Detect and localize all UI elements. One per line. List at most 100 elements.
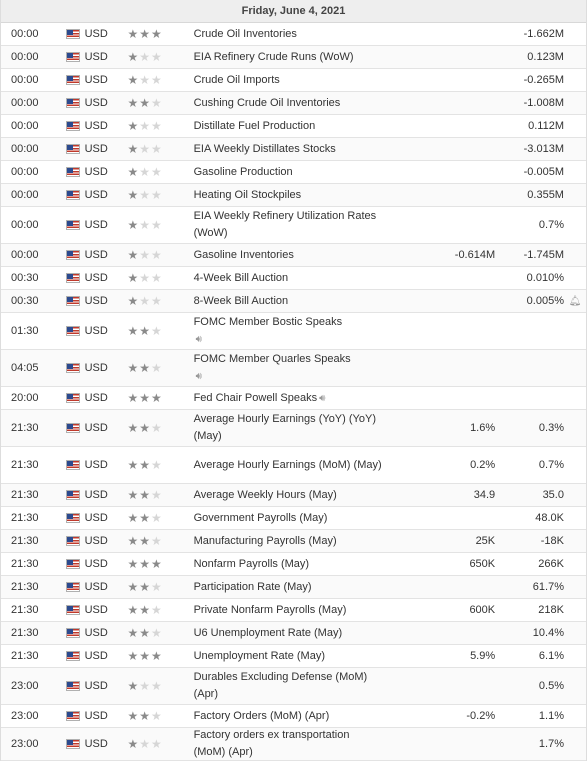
calendar-row[interactable]: 04:05 USD ★★★ FOMC Member Quarles Speaks 🔊︎: [1, 350, 586, 387]
bell-icon[interactable]: 🔔︎: [568, 295, 582, 307]
event-cell[interactable]: Unemployment Rate (May): [194, 648, 389, 665]
calendar-row[interactable]: 21:30 USD ★★★ Manufacturing Payrolls (May) 2…: [1, 530, 586, 553]
event-cell[interactable]: EIA Refinery Crude Runs (WoW): [194, 49, 389, 66]
event-name[interactable]: Factory Orders (MoM) (Apr): [193, 709, 330, 722]
importance-rating: ★★★: [119, 709, 193, 723]
event-cell[interactable]: Gasoline Inventories: [194, 247, 389, 264]
calendar-row[interactable]: 21:30 USD ★★★ U6 Unemployment Rate (May) 10.…: [1, 622, 586, 645]
calendar-row[interactable]: 00:00 USD ★★★ EIA Refinery Crude Runs (WoW)…: [1, 46, 586, 69]
event-name[interactable]: Crude Oil Imports: [193, 73, 280, 86]
event-cell[interactable]: Participation Rate (May): [194, 579, 389, 596]
event-cell[interactable]: Gasoline Production: [194, 164, 389, 181]
event-name[interactable]: EIA Weekly Distillates Stocks: [193, 142, 336, 155]
us-flag-icon: [66, 121, 81, 132]
event-name[interactable]: 8-Week Bill Auction: [193, 294, 289, 307]
star-icon: ★: [139, 294, 151, 308]
calendar-row[interactable]: 00:00 USD ★★★ Distillate Fuel Production 0.1…: [1, 115, 586, 138]
event-name[interactable]: Participation Rate (May): [193, 580, 312, 593]
event-name[interactable]: Crude Oil Inventories: [193, 27, 297, 40]
calendar-row[interactable]: 00:00 USD ★★★ Heating Oil Stockpiles 0.355M: [1, 184, 586, 207]
calendar-row[interactable]: 21:30 USD ★★★ Average Hourly Earnings (YoY)…: [1, 410, 586, 447]
event-name[interactable]: Factory orders ex transportation (MoM) (…: [193, 729, 350, 758]
event-name[interactable]: Gasoline Inventories: [193, 248, 294, 261]
event-cell[interactable]: Factory orders ex transportation (MoM) (…: [194, 727, 389, 761]
event-cell[interactable]: Government Payrolls (May): [194, 510, 389, 527]
calendar-row[interactable]: 00:00 USD ★★★ EIA Weekly Refinery Utilizati…: [1, 207, 586, 244]
event-name[interactable]: Nonfarm Payrolls (May): [193, 557, 310, 570]
event-cell[interactable]: Private Nonfarm Payrolls (May): [194, 602, 389, 619]
calendar-row[interactable]: 00:30 USD ★★★ 4-Week Bill Auction 0.010%: [1, 267, 586, 290]
calendar-row[interactable]: 21:30 USD ★★★ Unemployment Rate (May) 5.9% 6.…: [1, 645, 586, 668]
calendar-row[interactable]: 21:30 USD ★★★ Government Payrolls (May) 48.0…: [1, 507, 586, 530]
event-name[interactable]: FOMC Member Bostic Speaks: [193, 316, 343, 328]
event-cell[interactable]: 4-Week Bill Auction: [194, 270, 389, 287]
calendar-row[interactable]: 00:00 USD ★★★ EIA Weekly Distillates Stocks…: [1, 138, 586, 161]
star-icon: ★: [139, 458, 151, 472]
event-cell[interactable]: EIA Weekly Distillates Stocks: [194, 141, 389, 158]
event-name[interactable]: Private Nonfarm Payrolls (May): [193, 603, 347, 616]
event-cell[interactable]: Factory Orders (MoM) (Apr): [194, 708, 389, 725]
flag-cell: [66, 680, 83, 692]
calendar-row[interactable]: 21:30 USD ★★★ Average Hourly Earnings (MoM)…: [1, 447, 586, 484]
event-name[interactable]: EIA Weekly Refinery Utilization Rates (W…: [193, 210, 377, 239]
calendar-row[interactable]: 21:30 USD ★★★ Private Nonfarm Payrolls (May…: [1, 599, 586, 622]
calendar-row[interactable]: 21:30 USD ★★★ Nonfarm Payrolls (May) 650K 266…: [1, 553, 586, 576]
event-cell[interactable]: 8-Week Bill Auction: [194, 293, 389, 310]
event-name[interactable]: Average Weekly Hours (May): [193, 488, 337, 501]
calendar-row[interactable]: 00:30 USD ★★★ 8-Week Bill Auction 0.005% 🔔︎: [1, 290, 586, 313]
event-name[interactable]: FOMC Member Quarles Speaks: [193, 353, 351, 365]
event-cell[interactable]: Distillate Fuel Production: [194, 118, 389, 135]
us-flag-icon: [66, 681, 81, 692]
star-icon: ★: [127, 603, 140, 617]
event-name[interactable]: Gasoline Production: [193, 165, 293, 178]
event-cell[interactable]: Manufacturing Payrolls (May): [194, 533, 389, 550]
event-cell[interactable]: Crude Oil Inventories: [194, 26, 389, 43]
speaker-icon[interactable]: 🔊︎: [195, 334, 202, 345]
event-name[interactable]: Average Hourly Earnings (MoM) (May): [193, 458, 382, 471]
event-cell[interactable]: EIA Weekly Refinery Utilization Rates (W…: [194, 208, 389, 242]
calendar-row[interactable]: 00:00 USD ★★★ Crude Oil Imports -0.265M: [1, 69, 586, 92]
event-name[interactable]: Unemployment Rate (May): [193, 649, 325, 662]
event-cell[interactable]: FOMC Member Quarles Speaks 🔊︎: [194, 351, 389, 385]
event-cell[interactable]: Fed Chair Powell Speaks 🔊︎: [194, 390, 389, 407]
calendar-row[interactable]: 20:00 USD ★★★ Fed Chair Powell Speaks 🔊︎: [1, 387, 586, 410]
event-cell[interactable]: Heating Oil Stockpiles: [194, 187, 389, 204]
event-name[interactable]: U6 Unemployment Rate (May): [193, 626, 343, 639]
calendar-row[interactable]: 00:00 USD ★★★ Cushing Crude Oil Inventories…: [1, 92, 586, 115]
event-name[interactable]: Durables Excluding Defense (MoM) (Apr): [193, 671, 368, 700]
event-name[interactable]: Manufacturing Payrolls (May): [193, 534, 337, 547]
event-name[interactable]: Distillate Fuel Production: [193, 119, 316, 132]
event-time: 21:30: [11, 650, 39, 662]
speaker-icon[interactable]: 🔊︎: [319, 392, 326, 404]
calendar-row[interactable]: 00:00 USD ★★★ Crude Oil Inventories -1.662M: [1, 23, 586, 46]
calendar-row[interactable]: 00:00 USD ★★★ Gasoline Production -0.005M: [1, 161, 586, 184]
currency-code: USD: [84, 604, 108, 616]
event-cell[interactable]: Average Weekly Hours (May): [194, 487, 389, 504]
event-cell[interactable]: Cushing Crude Oil Inventories: [194, 95, 389, 112]
event-cell[interactable]: Average Hourly Earnings (YoY) (YoY) (May…: [194, 411, 389, 445]
previous-value: 0.5%: [538, 680, 564, 692]
calendar-row[interactable]: 21:30 USD ★★★ Participation Rate (May) 61.7%: [1, 576, 586, 599]
event-name[interactable]: Government Payrolls (May): [193, 511, 328, 524]
event-cell[interactable]: Nonfarm Payrolls (May): [194, 556, 389, 573]
alert-cell[interactable]: 🔔︎: [564, 296, 586, 307]
event-cell[interactable]: FOMC Member Bostic Speaks 🔊︎: [194, 314, 389, 348]
event-name[interactable]: 4-Week Bill Auction: [193, 271, 289, 284]
event-cell[interactable]: Average Hourly Earnings (MoM) (May): [194, 457, 389, 474]
speaker-icon[interactable]: 🔊︎: [195, 371, 202, 382]
previous-value: -1.745M: [523, 249, 564, 261]
event-cell[interactable]: Durables Excluding Defense (MoM) (Apr): [194, 669, 389, 703]
event-name[interactable]: Fed Chair Powell Speaks: [193, 391, 318, 404]
calendar-row[interactable]: 23:00 USD ★★★ Factory orders ex transportat…: [1, 728, 586, 761]
event-cell[interactable]: U6 Unemployment Rate (May): [194, 625, 389, 642]
event-cell[interactable]: Crude Oil Imports: [194, 72, 389, 89]
event-name[interactable]: Average Hourly Earnings (YoY) (YoY) (May…: [193, 413, 376, 442]
event-name[interactable]: EIA Refinery Crude Runs (WoW): [193, 50, 354, 63]
event-name[interactable]: Heating Oil Stockpiles: [193, 188, 302, 201]
calendar-row[interactable]: 23:00 USD ★★★ Factory Orders (MoM) (Apr) -0.…: [1, 705, 586, 728]
calendar-row[interactable]: 23:00 USD ★★★ Durables Excluding Defense (M…: [1, 668, 586, 705]
calendar-row[interactable]: 00:00 USD ★★★ Gasoline Inventories -0.614M -1…: [1, 244, 586, 267]
calendar-row[interactable]: 01:30 USD ★★★ FOMC Member Bostic Speaks 🔊︎: [1, 313, 586, 350]
calendar-row[interactable]: 21:30 USD ★★★ Average Weekly Hours (May) 34.…: [1, 484, 586, 507]
event-name[interactable]: Cushing Crude Oil Inventories: [193, 96, 341, 109]
